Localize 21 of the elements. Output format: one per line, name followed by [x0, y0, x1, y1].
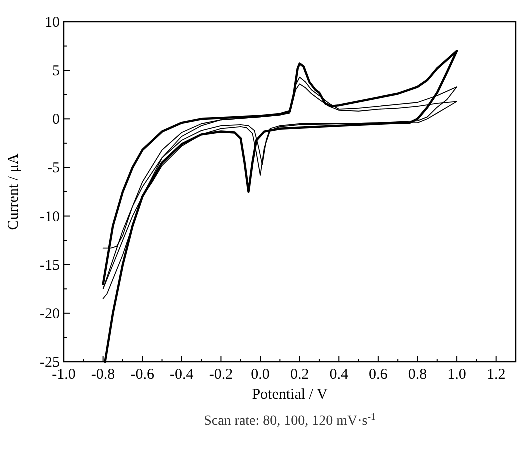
text: Scan rate: 80, 100, 120 mV·s$^{-1}$ — [204, 412, 376, 429]
x-tick-label: 0.2 — [290, 367, 310, 383]
y-tick-label: 5 — [52, 64, 60, 80]
x-tick-label: -0.2 — [209, 367, 234, 383]
x-tick-label: -0.4 — [170, 367, 194, 383]
x-tick-label: 0.8 — [408, 367, 428, 383]
x-tick-label: 1.0 — [448, 367, 466, 383]
y-tick-label: 0 — [52, 112, 60, 128]
y-tick-label: -5 — [48, 160, 60, 177]
y-tick-label: 10 — [45, 15, 60, 31]
x-tick-label: 0.6 — [369, 367, 388, 383]
x-axis-title: Potential / V — [252, 387, 328, 403]
y-tick-label: -20 — [40, 306, 60, 322]
x-tick-label: 0.0 — [251, 367, 270, 383]
y-tick-label: -10 — [40, 209, 60, 226]
x-tick-label: -0.8 — [91, 367, 116, 383]
y-tick-label: -15 — [40, 258, 60, 274]
x-tick-label: 1.2 — [486, 367, 506, 383]
y-axis-title: Current / μA — [6, 154, 22, 230]
x-tick-label: -0.6 — [130, 367, 155, 383]
x-tick-label: 0.4 — [330, 367, 350, 383]
